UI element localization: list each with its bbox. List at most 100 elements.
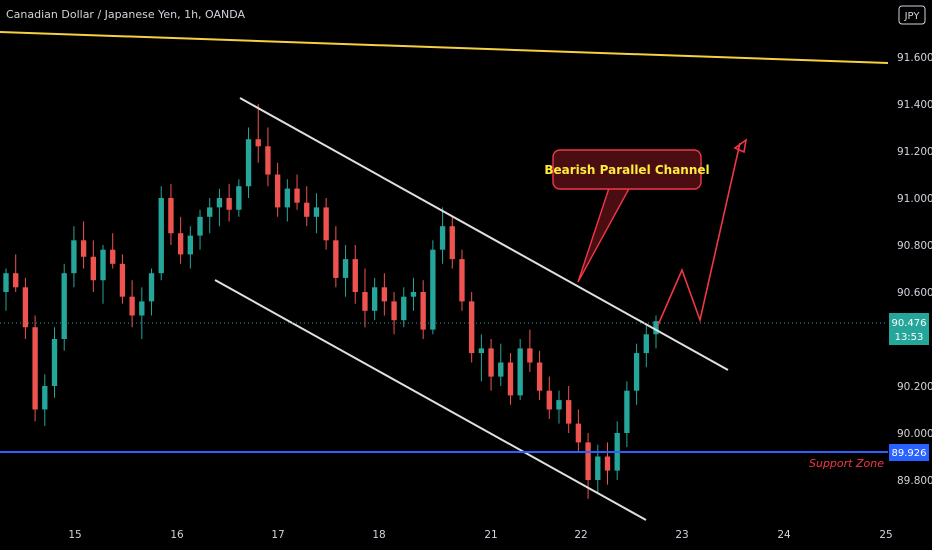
- countdown-value: 13:53: [895, 332, 924, 343]
- candle-body: [595, 456, 601, 480]
- price-tick-label: 90.800: [897, 240, 932, 252]
- time-tick-label: 21: [484, 529, 497, 541]
- callout-pointer: [577, 184, 632, 283]
- candle-body: [304, 202, 310, 217]
- candle-body: [51, 339, 58, 386]
- candle-body: [536, 362, 543, 391]
- candles-layer: [3, 104, 659, 499]
- time-tick-label: 16: [170, 529, 184, 541]
- candle-body: [478, 348, 485, 354]
- candle-body: [177, 233, 184, 255]
- callout-box[interactable]: [552, 149, 702, 190]
- time-tick-label: 25: [879, 529, 892, 541]
- candle-body: [3, 273, 9, 292]
- candle-body: [391, 301, 397, 321]
- candle-body: [604, 456, 611, 471]
- candle-body: [207, 207, 213, 217]
- candle-body: [139, 301, 145, 316]
- candle-body: [216, 198, 223, 208]
- candle-body: [187, 235, 193, 255]
- candle-body: [342, 259, 349, 278]
- price-tick-label: 90.200: [897, 381, 932, 393]
- price-tick-label: 91.000: [897, 193, 932, 205]
- candle-body: [22, 287, 29, 328]
- candle-body: [653, 321, 659, 335]
- callout-label: Bearish Parallel Channel: [544, 163, 709, 177]
- candle-body: [13, 273, 19, 288]
- support-zone-label: Support Zone: [809, 457, 884, 470]
- yellow-trendline[interactable]: [0, 31, 889, 64]
- candle-body: [90, 256, 96, 281]
- price-tick-label: 89.800: [897, 475, 932, 487]
- candle-body: [294, 188, 300, 203]
- candle-body: [459, 259, 465, 302]
- last-price-value: 90.476: [892, 318, 927, 329]
- candle-body: [226, 198, 232, 210]
- last-price-badge: [889, 313, 929, 345]
- candle-body: [119, 263, 126, 297]
- currency-badge[interactable]: [898, 5, 926, 25]
- candle-body: [197, 216, 203, 236]
- time-tick-label: 18: [372, 529, 385, 541]
- candle-body: [42, 386, 48, 410]
- candle-body: [575, 423, 582, 443]
- candle-body: [32, 327, 38, 410]
- time-tick-label: 17: [271, 529, 284, 541]
- candle-body: [71, 240, 77, 274]
- projection-arrowhead: [733, 138, 748, 154]
- candle-body: [352, 259, 358, 292]
- candle-body: [420, 292, 426, 330]
- candle-body: [556, 400, 562, 410]
- candle-body: [527, 348, 533, 363]
- time-tick-label: 22: [574, 529, 587, 541]
- price-tick-label: 91.200: [897, 146, 932, 158]
- candle-body: [158, 198, 164, 274]
- candle-body: [284, 188, 291, 208]
- candle-body: [100, 249, 106, 281]
- candle-body: [546, 390, 552, 410]
- time-axis[interactable]: 15 16 17 18 21 22 23 24 25: [68, 529, 892, 541]
- currency-badge-label: JPY: [904, 11, 921, 22]
- candle-body: [110, 249, 116, 264]
- candle-body: [585, 442, 591, 480]
- candle-body: [633, 353, 640, 391]
- candle-body: [507, 362, 514, 396]
- candle-body: [371, 287, 378, 311]
- candle-body: [168, 198, 174, 234]
- candle-body: [517, 348, 523, 396]
- candle-body: [430, 249, 436, 330]
- chart-title: Canadian Dollar / Japanese Yen, 1h, OAND…: [6, 8, 246, 21]
- candle-body: [469, 301, 475, 354]
- candle-body: [498, 362, 504, 377]
- candle-body: [236, 186, 242, 210]
- price-tick-label: 90.600: [897, 287, 932, 299]
- price-tick-label: 91.600: [897, 52, 932, 64]
- candle-body: [274, 174, 281, 208]
- candle-body: [129, 296, 135, 316]
- candle-body: [410, 292, 417, 297]
- time-tick-label: 23: [675, 529, 688, 541]
- channel-lower-line[interactable]: [214, 279, 647, 521]
- support-price-value: 89.926: [892, 448, 927, 459]
- projection-path[interactable]: [657, 142, 741, 326]
- candle-body: [255, 139, 261, 147]
- candle-body: [439, 226, 446, 250]
- price-tick-label: 90.000: [897, 428, 932, 440]
- candle-body: [643, 334, 649, 354]
- candle-body: [80, 240, 87, 257]
- candle-body: [323, 207, 329, 241]
- price-tick-label: 91.400: [897, 99, 932, 111]
- candle-body: [333, 240, 339, 278]
- support-price-badge: [889, 444, 929, 461]
- candle-body: [148, 273, 155, 302]
- candle-body: [61, 273, 67, 339]
- candle-body: [381, 287, 388, 302]
- candle-body: [401, 296, 407, 321]
- candle-body: [362, 292, 368, 311]
- channel-upper-line[interactable]: [239, 97, 729, 371]
- price-axis[interactable]: 91.600 91.400 91.200 91.000 90.800 90.600 90.2…: [897, 52, 932, 487]
- time-tick-label: 24: [777, 529, 791, 541]
- candle-body: [313, 207, 320, 217]
- time-tick-label: 15: [68, 529, 81, 541]
